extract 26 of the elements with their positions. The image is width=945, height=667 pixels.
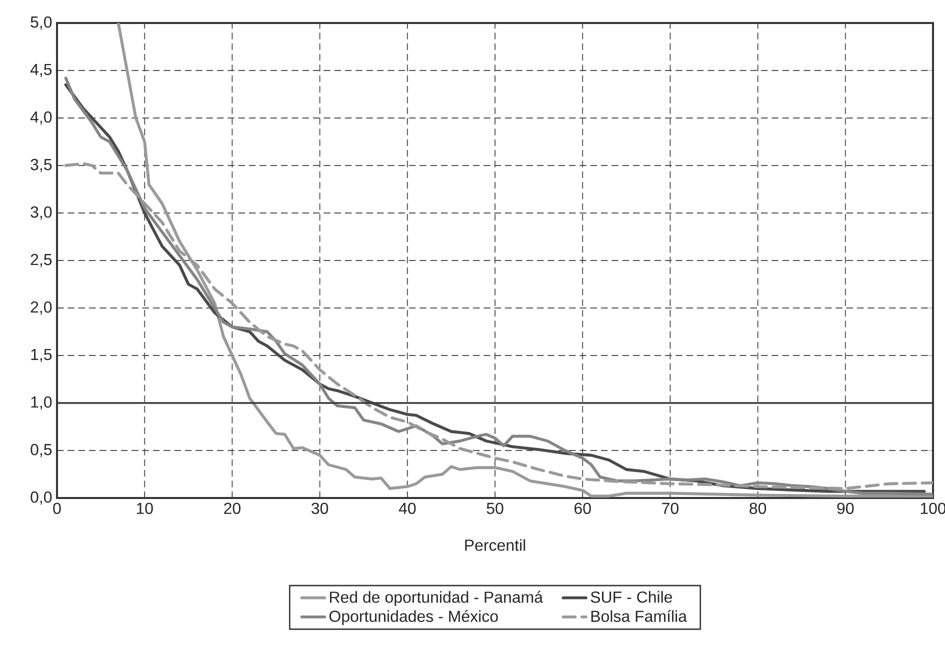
legend-label: Bolsa Família [591, 610, 687, 622]
x-tick-label: 30 [312, 502, 328, 514]
x-tick-label: 50 [486, 502, 504, 514]
x-tick-label: 10 [136, 502, 153, 514]
y-tick-label: 4,5 [30, 64, 52, 78]
y-tick-label: 5,0 [30, 16, 52, 30]
legend-label: SUF - Chile [590, 591, 672, 603]
x-tick-label: 70 [662, 502, 678, 514]
y-tick-label: 2,0 [30, 301, 52, 315]
x-tick-label: 60 [574, 502, 591, 514]
y-tick-label: 4,0 [30, 111, 52, 125]
x-tick-label: 40 [398, 502, 416, 514]
legend-label: Red de oportunidad - Panamá [330, 590, 544, 606]
x-tick-label: 80 [750, 502, 766, 514]
y-tick-label: 3,0 [30, 206, 52, 220]
x-tick-label: 0 [53, 502, 61, 514]
y-tick-label: 3,5 [30, 158, 52, 172]
y-tick-label: 0,0 [30, 491, 52, 505]
y-tick-label: 1,5 [31, 348, 52, 362]
legend-label: Oportunidades - México [329, 610, 498, 626]
y-tick-label: 1,0 [31, 396, 52, 410]
x-tick-label: 20 [224, 502, 240, 514]
y-tick-label: 0,5 [30, 444, 52, 458]
x-axis-title: Percentil [465, 539, 526, 551]
x-tick-label: 90 [837, 502, 854, 514]
y-tick-label: 2,5 [30, 254, 52, 268]
